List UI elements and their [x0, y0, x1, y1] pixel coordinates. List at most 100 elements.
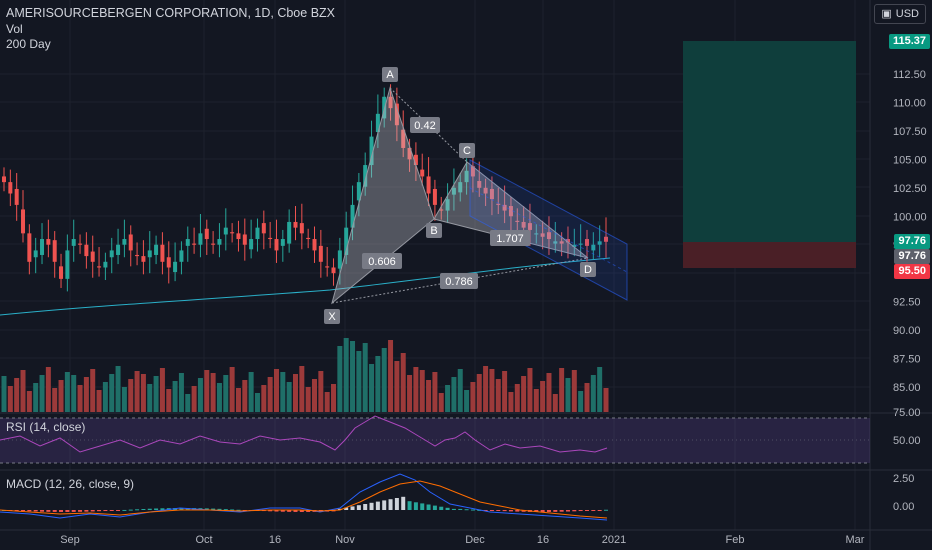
volume-bar [83, 377, 89, 412]
macd-hist-bar [553, 510, 558, 512]
candle-body [160, 244, 165, 262]
candle-body [173, 261, 178, 273]
macd-hist-bar [109, 510, 114, 511]
long-position-target-zone[interactable] [683, 41, 856, 242]
macd-hist-bar [160, 508, 165, 510]
rsi-band [0, 418, 870, 463]
volume-legend[interactable]: Vol [6, 22, 23, 36]
long-position-stop-zone[interactable] [683, 242, 856, 268]
candle-body [21, 209, 26, 234]
candle-body [109, 250, 114, 258]
candle-body [375, 113, 380, 133]
time-tick-label: Mar [846, 534, 865, 546]
macd-hist-bar [293, 510, 298, 512]
volume-bar [254, 393, 260, 412]
macd-hist-bar [584, 510, 589, 511]
ratio-ac-label: 0.42 [414, 120, 435, 132]
candle-body [59, 266, 64, 279]
macd-hist-bar [375, 501, 380, 510]
candle-body [413, 154, 418, 166]
macd-hist-bar [141, 508, 146, 510]
macd-hist-bar [116, 510, 121, 511]
price-axis[interactable]: 112.50110.00107.50105.00102.50100.0097.5… [893, 69, 927, 513]
candle-body [325, 266, 330, 268]
volume-bar [426, 380, 432, 412]
last-price-label-secondary: 97.76 [894, 249, 930, 264]
volume-bar [64, 372, 70, 412]
candlesticks [2, 84, 608, 292]
candle-body [40, 239, 45, 255]
macd-hist-bar [426, 504, 431, 510]
candle-body [458, 182, 463, 193]
volume-bar [419, 370, 425, 412]
macd-hist-bar [413, 502, 418, 510]
volume-bar [172, 381, 178, 412]
volume-bar [77, 385, 83, 412]
candle-body [255, 227, 260, 240]
candle-body [306, 237, 311, 240]
candle-body [331, 267, 336, 274]
volume-bar [533, 389, 539, 412]
candle-body [65, 250, 70, 279]
rsi-line [0, 415, 608, 453]
macd-hist-bar [559, 510, 564, 512]
volume-bar [375, 356, 381, 412]
candle-body [508, 206, 513, 217]
ma-legend[interactable]: 200 Day [6, 37, 51, 51]
macd-hist-bar [46, 510, 51, 512]
volume-bar [197, 378, 203, 412]
volume-bar [489, 369, 495, 412]
macd-line [0, 473, 608, 521]
candle-body [103, 261, 108, 268]
volume-bar [39, 375, 45, 412]
volume-bar [400, 353, 406, 412]
time-tick-label: Feb [726, 534, 745, 546]
volume-bar [445, 385, 451, 412]
candle-body [312, 239, 317, 251]
macd-legend[interactable]: MACD (12, 26, close, 9) [6, 477, 135, 491]
point-c-label: C [463, 145, 471, 157]
currency-button[interactable]: ▣ USD [874, 4, 926, 24]
symbol-title[interactable]: AMERISOURCEBERGEN CORPORATION, 1D, Cboe … [6, 6, 335, 20]
stop-price-label: 95.50 [894, 264, 930, 279]
volume-bar [286, 382, 292, 412]
candle-body [2, 176, 6, 183]
volume-bar [191, 386, 197, 412]
last-price-label: 97.76 [894, 234, 930, 249]
volume-bar [464, 390, 470, 412]
volume-bar [343, 338, 349, 412]
volume-bar [324, 392, 330, 412]
candle-body [426, 176, 431, 194]
macd-hist-bar [489, 510, 494, 511]
volume-bar [235, 388, 241, 412]
volume-bar [115, 366, 121, 412]
macd-hist-bar [71, 510, 76, 512]
candle-body [116, 244, 121, 255]
volume-bar [121, 387, 127, 412]
macd-hist-bar [135, 509, 140, 511]
candle-body [540, 233, 545, 237]
xabcd-pattern[interactable] [331, 86, 589, 305]
candle-body [477, 180, 482, 188]
volume-bar [147, 384, 153, 412]
volume-bar [432, 372, 438, 412]
price-tick-label: 100.00 [893, 211, 927, 223]
candle-body [274, 239, 279, 251]
candle-body [350, 204, 355, 228]
macd-hist-bar [565, 510, 570, 512]
candle-body [299, 223, 304, 234]
time-axis[interactable]: Sep Oct 16 Nov Dec 16 2021 Feb Mar [60, 534, 865, 546]
volume-bar [565, 378, 571, 412]
ratio-bd-label: 1.707 [496, 233, 524, 245]
volume-bar [45, 367, 51, 412]
candle-body [502, 204, 507, 211]
candle-body [287, 221, 292, 244]
candle-body [363, 165, 368, 187]
rsi-legend[interactable]: RSI (14, close) [6, 420, 86, 434]
volume-bar [7, 386, 13, 412]
candle-body [483, 187, 488, 194]
volume-bar [185, 394, 191, 412]
macd-hist-bar [268, 510, 273, 512]
volume-bar [413, 367, 419, 412]
